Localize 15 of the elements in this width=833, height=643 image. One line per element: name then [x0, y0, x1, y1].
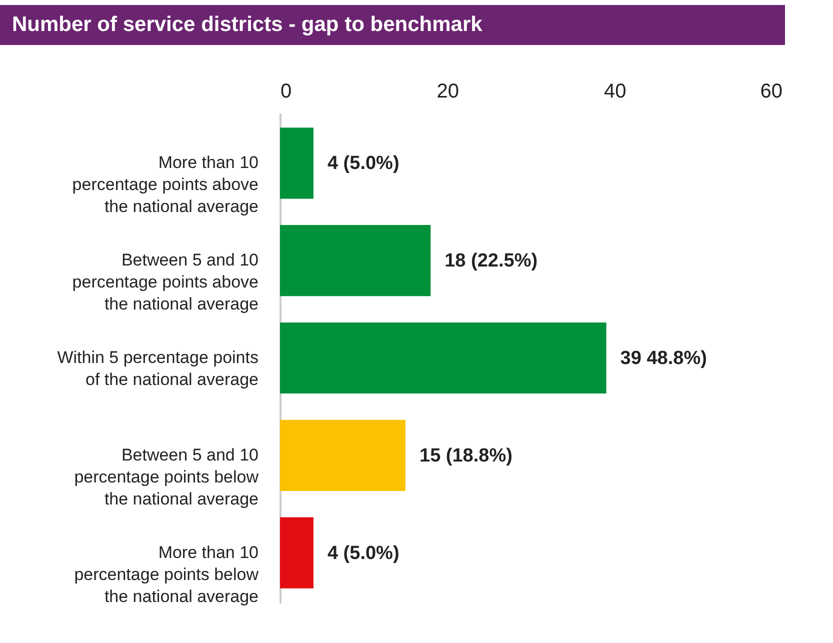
x-tick-label: 20 — [436, 80, 459, 102]
y-tick-label: More than 10 percentage points above the national average — [72, 153, 258, 216]
data-label: 15 (18.8%) — [420, 445, 512, 466]
x-tick-label: 40 — [604, 80, 626, 102]
y-tick-label: Between 5 and 10 percentage points below the national average — [74, 445, 260, 508]
data-label: 18 (22.5%) — [444, 250, 538, 272]
data-label: 4 (5.0%) — [327, 153, 400, 174]
chart-title: Number of service districts - gap to benchmark — [12, 13, 483, 36]
y-tick-label: Within 5 percentage points of the national average — [57, 348, 258, 389]
y-tick-label: More than 10 percentage points below the national average — [74, 542, 260, 606]
data-label: 4 (5.0%) — [327, 542, 400, 564]
data-label: 39 48.8%) — [620, 348, 707, 369]
x-tick-label: 60 — [760, 80, 782, 102]
x-tick-label: 0 — [280, 80, 292, 102]
y-tick-label: Between 5 and 10 percentage points above the national average — [72, 250, 258, 314]
